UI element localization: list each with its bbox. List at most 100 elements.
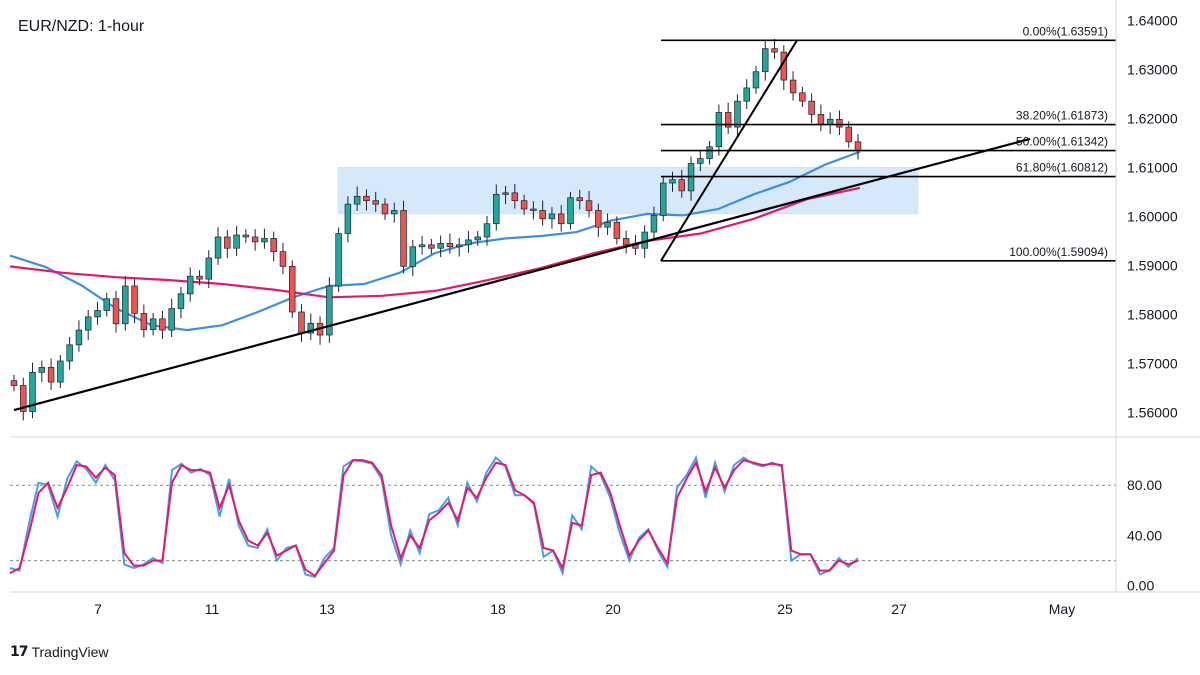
stochastic-tick-label: 0.00	[1127, 578, 1154, 594]
bearish-candle	[251, 236, 259, 243]
time-tick-label: 7	[94, 601, 102, 617]
bullish-candle	[437, 242, 444, 249]
bearish-candle	[678, 179, 686, 192]
bearish-candle	[131, 285, 138, 314]
time-tick-label: 27	[891, 601, 907, 617]
slow-moving-average	[9, 186, 861, 299]
price-tick-label: 1.64000	[1127, 12, 1178, 28]
time-tick-label: 20	[605, 601, 621, 617]
bearish-candle	[47, 367, 55, 383]
bearish-candle	[595, 210, 602, 228]
bullish-candle	[205, 257, 212, 280]
bullish-candle	[734, 100, 741, 128]
bearish-candle	[724, 112, 732, 128]
bearish-candle	[196, 275, 203, 280]
bullish-candle	[762, 48, 769, 73]
tradingview-logo-icon: 17	[10, 644, 29, 660]
bullish-candle	[168, 308, 175, 331]
bullish-candle	[752, 71, 760, 89]
bearish-candle	[845, 126, 852, 143]
time-tick-label: 11	[205, 601, 220, 617]
bearish-candle	[511, 192, 519, 202]
time-tick-label: 18	[490, 601, 506, 617]
bullish-candle	[335, 233, 342, 287]
fibonacci-level-label: 61.80%(1.60812)	[1016, 161, 1108, 175]
bullish-candle	[715, 112, 723, 148]
bullish-candle	[214, 236, 222, 259]
bullish-candle	[548, 213, 556, 220]
bearish-candle	[140, 313, 148, 330]
candles-layer	[10, 38, 862, 421]
bearish-candle	[622, 238, 630, 246]
consolidation-zone-layer	[337, 167, 919, 215]
bearish-candle	[270, 238, 277, 253]
bullish-candle	[409, 246, 417, 267]
price-tick-label: 1.57000	[1127, 355, 1178, 371]
bullish-candle	[706, 146, 713, 159]
bearish-candle	[381, 203, 389, 215]
time-tick-label: May	[1049, 601, 1075, 617]
bullish-candle	[94, 310, 101, 318]
drawing-tools-layer: 0.00%(1.63591) 38.20%(1.61873) 50.00%(1.61…	[13, 24, 1116, 412]
bearish-candle	[585, 200, 593, 211]
price-chart[interactable]: 0.00%(1.63591) 38.20%(1.61873) 50.00%(1.61…	[0, 0, 1200, 640]
bullish-candle	[669, 179, 676, 184]
bearish-candle	[242, 234, 250, 238]
fibonacci-level-label: 38.20%(1.61873)	[1016, 109, 1108, 123]
bearish-candle	[576, 197, 583, 202]
brand-name: TradingView	[31, 644, 109, 660]
time-tick-label: 13	[319, 601, 335, 617]
bearish-candle	[400, 210, 407, 267]
bearish-candle	[446, 242, 454, 248]
bearish-candle	[613, 221, 621, 239]
bullish-candle	[103, 298, 110, 311]
bullish-candle	[38, 367, 46, 373]
bearish-candle	[799, 92, 806, 102]
bullish-candle	[261, 238, 268, 243]
stochastic-tick-label: 80.00	[1127, 477, 1162, 493]
indicator-grid-layer	[10, 484, 1116, 562]
stochastic-k-line	[9, 454, 859, 579]
bearish-candle	[298, 311, 305, 334]
fibonacci-level-label: 50.00%(1.61342)	[1016, 135, 1108, 149]
bearish-candle	[817, 114, 825, 125]
bearish-candle	[372, 200, 379, 205]
bullish-candle	[826, 118, 834, 125]
bearish-candle	[10, 380, 18, 386]
bullish-candle	[57, 360, 64, 383]
bearish-candle	[539, 210, 546, 220]
tradingview-brand: 17 TradingView	[10, 644, 109, 660]
bullish-candle	[326, 285, 333, 336]
bearish-candle	[557, 213, 565, 225]
bullish-candle	[418, 244, 426, 248]
bullish-candle	[660, 182, 667, 216]
bullish-candle	[353, 195, 361, 205]
bearish-candle	[289, 266, 296, 313]
consolidation-zone	[337, 167, 919, 215]
bullish-candle	[29, 371, 36, 412]
price-tick-label: 1.63000	[1127, 61, 1178, 77]
price-tick-label: 1.61000	[1127, 159, 1178, 175]
bearish-candle	[530, 208, 537, 211]
bullish-candle	[233, 234, 240, 249]
bullish-candle	[344, 203, 352, 234]
bullish-candle	[149, 318, 157, 330]
bearish-candle	[279, 251, 287, 267]
time-tick-label: 25	[777, 601, 793, 617]
fibonacci-level-label: 100.00%(1.59094)	[1009, 245, 1108, 259]
stochastic-d-line	[9, 458, 859, 578]
bullish-candle	[465, 239, 472, 246]
bullish-candle	[650, 215, 658, 233]
bullish-candle	[474, 236, 481, 241]
chart-title: EUR/NZD: 1-hour	[18, 18, 145, 35]
bullish-candle	[307, 322, 315, 334]
bearish-candle	[854, 141, 862, 152]
axes-layer: 1.64000 1.63000 1.62000 1.61000 1.60000 1.590…	[10, 0, 1200, 617]
bearish-candle	[224, 236, 231, 249]
bullish-candle	[604, 221, 611, 228]
bearish-candle	[159, 318, 166, 331]
bullish-candle	[84, 316, 92, 331]
price-tick-label: 1.62000	[1127, 110, 1178, 126]
bearish-candle	[428, 244, 435, 249]
stochastic-layer	[9, 454, 859, 579]
